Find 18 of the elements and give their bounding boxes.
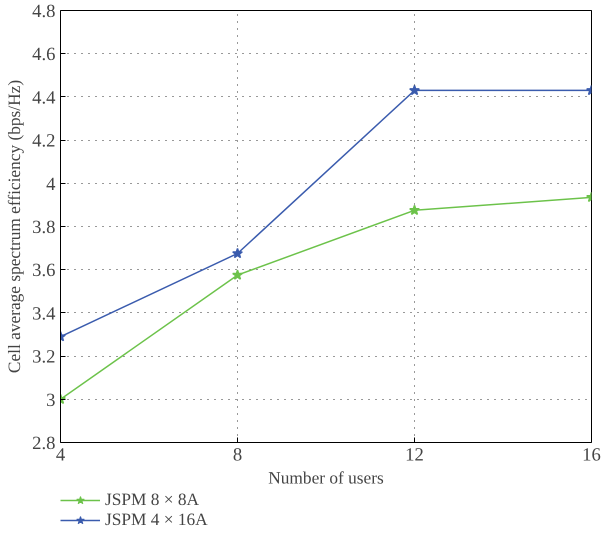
y-tick-label: 3.8	[32, 217, 56, 238]
y-tick-label: 4.6	[32, 44, 56, 66]
y-tick-label: 4	[46, 174, 56, 195]
y-axis-title: Cell average spectrum efficiency (bps/Hz)	[5, 80, 24, 374]
y-tick-label: 4.8	[32, 1, 56, 22]
y-tick-label: 3.2	[32, 346, 56, 368]
y-tick-label: 3	[46, 390, 56, 411]
x-axis-title: Number of users	[268, 468, 384, 488]
y-tick-label: 4.2	[32, 130, 56, 152]
x-tick-label: 12	[405, 444, 424, 466]
legend-label: JSPM 4 × 16A	[105, 510, 208, 530]
legend-label: JSPM 8 × 8A	[105, 490, 200, 510]
y-tick-label: 2.8	[32, 433, 56, 454]
x-tick-label: 16	[582, 444, 601, 466]
y-tick-label: 3.4	[32, 303, 56, 324]
y-tick-label: 4.4	[32, 87, 56, 108]
y-tick-label: 3.6	[32, 260, 56, 282]
x-tick-label: 8	[232, 444, 242, 466]
